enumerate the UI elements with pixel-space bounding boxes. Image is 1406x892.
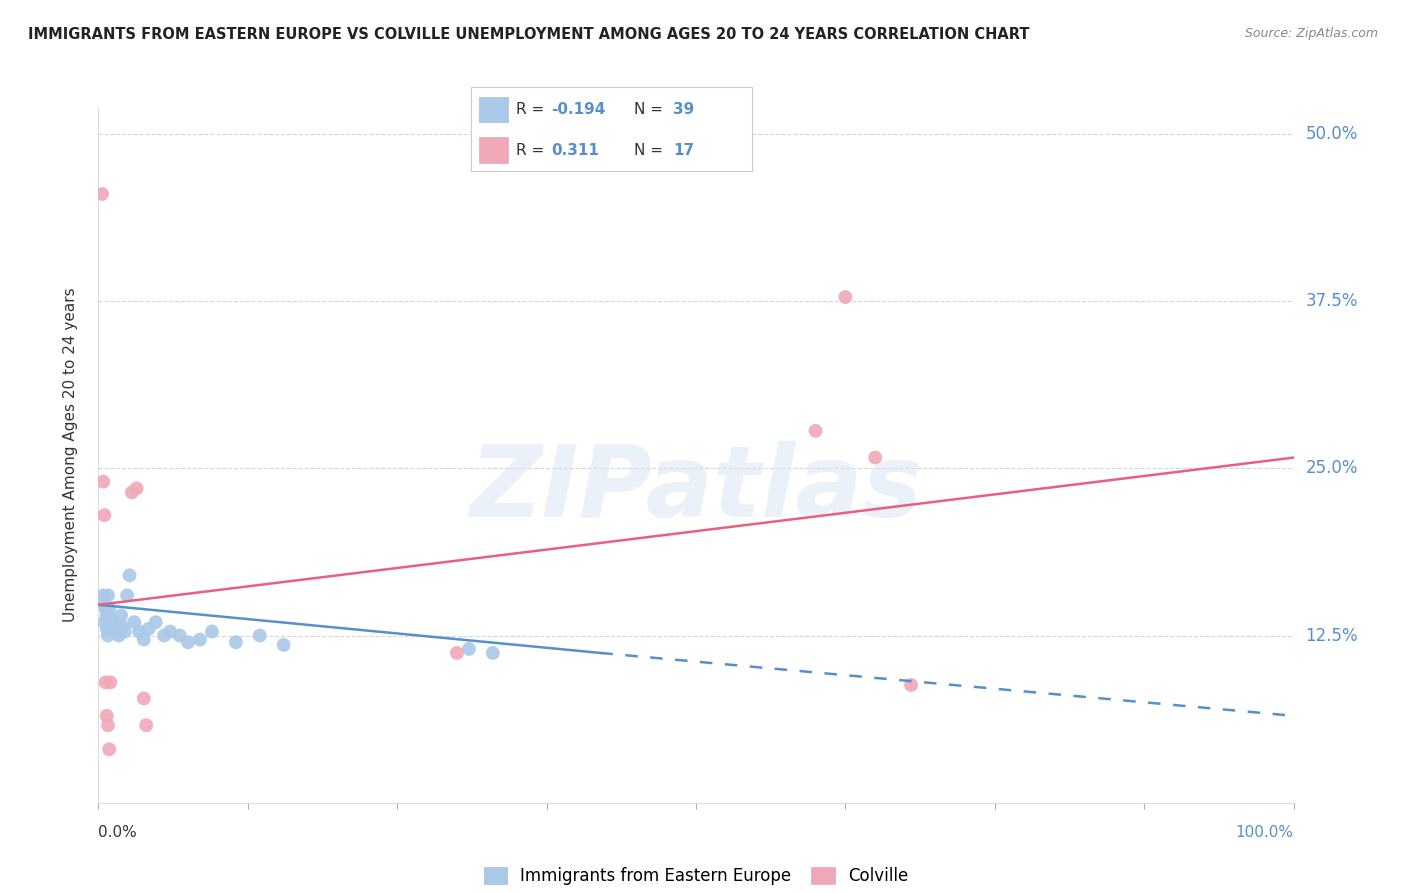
Point: [138, 622, 160, 636]
Text: R =: R =: [516, 143, 554, 158]
Point: [121, 485, 143, 500]
Point: [177, 635, 200, 649]
Text: N =: N =: [634, 102, 668, 117]
Point: [98, 611, 122, 625]
Point: [94, 675, 117, 690]
Text: 25.0%: 25.0%: [1305, 459, 1358, 477]
Text: IMMIGRANTS FROM EASTERN EUROPE VS COLVILLE UNEMPLOYMENT AMONG AGES 20 TO 24 YEAR: IMMIGRANTS FROM EASTERN EUROPE VS COLVIL…: [28, 27, 1029, 42]
Point: [96, 608, 118, 623]
Point: [107, 628, 129, 642]
Point: [118, 568, 141, 582]
Text: ZIPatlas: ZIPatlas: [470, 442, 922, 538]
Point: [132, 632, 155, 647]
Point: [114, 624, 136, 639]
Point: [900, 678, 922, 692]
Point: [225, 635, 247, 649]
Point: [124, 615, 146, 630]
Text: Source: ZipAtlas.com: Source: ZipAtlas.com: [1244, 27, 1378, 40]
Point: [201, 624, 224, 639]
Point: [104, 624, 127, 639]
FancyBboxPatch shape: [479, 137, 508, 162]
Point: [863, 450, 886, 465]
Point: [93, 598, 115, 612]
Point: [273, 638, 295, 652]
Point: [107, 624, 129, 639]
Point: [94, 602, 117, 616]
Point: [132, 691, 155, 706]
Point: [108, 622, 131, 636]
Point: [446, 646, 468, 660]
Point: [96, 708, 118, 723]
Point: [101, 619, 124, 633]
Text: 100.0%: 100.0%: [1236, 825, 1294, 840]
Text: R =: R =: [516, 102, 550, 117]
Point: [188, 632, 211, 647]
Point: [115, 589, 138, 603]
Point: [98, 602, 121, 616]
Point: [169, 628, 191, 642]
Point: [100, 615, 122, 630]
Point: [249, 628, 271, 642]
Text: 50.0%: 50.0%: [1305, 125, 1358, 143]
Text: 12.5%: 12.5%: [1305, 626, 1358, 645]
Text: 17: 17: [673, 143, 695, 158]
Point: [481, 646, 505, 660]
Point: [96, 622, 118, 636]
Point: [145, 615, 167, 630]
Point: [159, 624, 181, 639]
Y-axis label: Unemployment Among Ages 20 to 24 years: Unemployment Among Ages 20 to 24 years: [63, 287, 77, 623]
Point: [103, 622, 125, 636]
Point: [91, 589, 114, 603]
Point: [91, 475, 114, 489]
Point: [93, 508, 115, 523]
Text: N =: N =: [634, 143, 668, 158]
Point: [97, 718, 120, 732]
Point: [125, 482, 148, 496]
Point: [98, 675, 122, 690]
Legend: Immigrants from Eastern Europe, Colville: Immigrants from Eastern Europe, Colville: [477, 861, 915, 892]
Text: 39: 39: [673, 102, 695, 117]
Point: [135, 718, 157, 732]
Point: [834, 290, 856, 304]
Point: [98, 742, 121, 756]
FancyBboxPatch shape: [479, 96, 508, 122]
Point: [97, 589, 120, 603]
Point: [93, 615, 115, 630]
Text: 0.311: 0.311: [551, 143, 599, 158]
Point: [111, 619, 134, 633]
Point: [153, 628, 176, 642]
Point: [128, 624, 150, 639]
Point: [105, 619, 128, 633]
Text: -0.194: -0.194: [551, 102, 606, 117]
Point: [458, 642, 481, 657]
Point: [97, 628, 120, 642]
Point: [110, 608, 132, 623]
Point: [91, 187, 114, 202]
Point: [804, 424, 827, 438]
Text: 37.5%: 37.5%: [1305, 292, 1358, 310]
Text: 0.0%: 0.0%: [98, 825, 138, 840]
